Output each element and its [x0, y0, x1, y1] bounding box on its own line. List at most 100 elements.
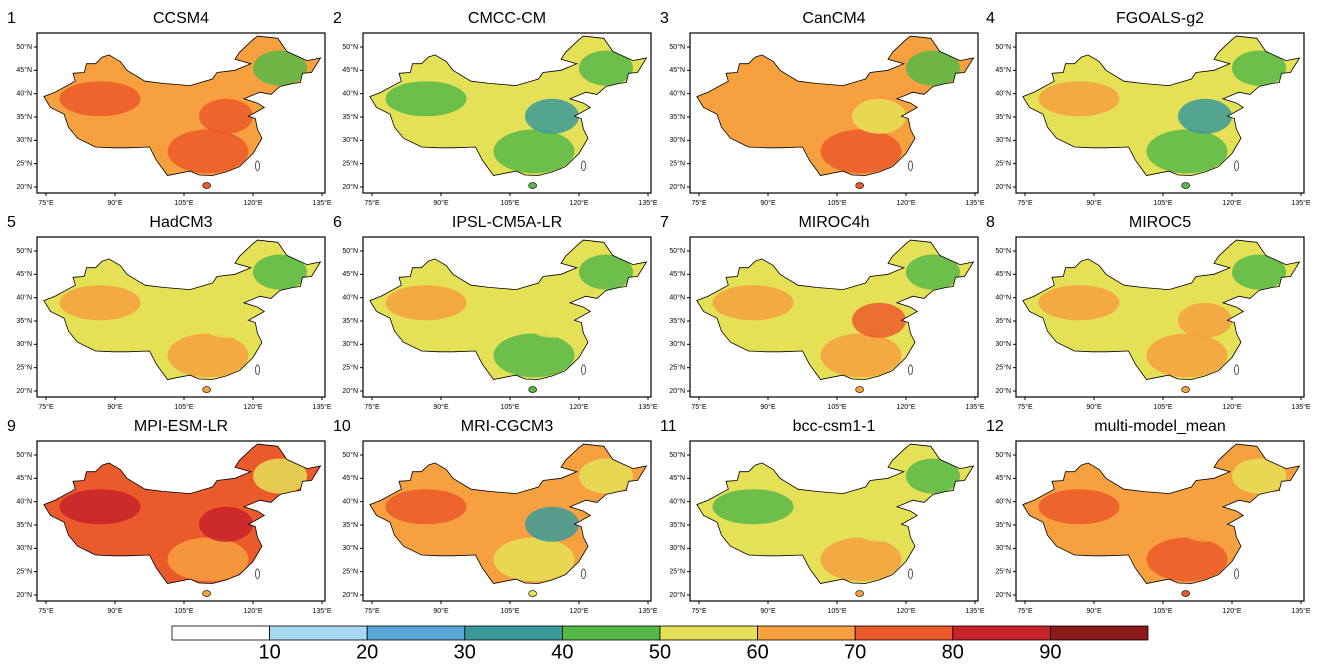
lon-tick-label: 135°E	[638, 199, 657, 207]
lat-tick-label: 50°N	[669, 43, 685, 51]
lat-tick-label: 50°N	[16, 43, 32, 51]
island	[581, 364, 586, 376]
lat-tick-label: 40°N	[16, 90, 32, 98]
island	[528, 590, 537, 597]
lat-tick-label: 45°N	[995, 66, 1011, 74]
lat-tick-label: 35°N	[16, 113, 32, 121]
lat-tick-label: 30°N	[995, 136, 1011, 144]
panel-number: 6	[333, 214, 342, 231]
lon-tick-label: 105°E	[1153, 403, 1172, 411]
region-fill	[43, 240, 321, 380]
lat-tick-label: 45°N	[342, 270, 358, 278]
lon-tick-label: 120°E	[243, 199, 262, 207]
panel-title: HadCM3	[149, 214, 212, 231]
lon-tick-label: 120°E	[1222, 403, 1241, 411]
lat-tick-label: 25°N	[342, 364, 358, 372]
region-patch	[1146, 537, 1228, 582]
region-fill	[43, 36, 321, 176]
lon-tick-label: 75°E	[691, 607, 707, 615]
colorbar-box	[171, 625, 270, 641]
lat-tick-label: 45°N	[16, 270, 32, 278]
panel-number: 3	[660, 10, 669, 27]
lon-tick-label: 105°E	[827, 403, 846, 411]
lat-tick-label: 50°N	[995, 451, 1011, 459]
lat-tick-label: 20°N	[16, 591, 32, 599]
region-patch	[579, 458, 633, 494]
blobs	[385, 50, 633, 174]
lon-tick-label: 135°E	[1291, 403, 1310, 411]
country-border	[696, 35, 975, 176]
lat-tick-label: 40°N	[995, 498, 1011, 506]
lat-tick-label: 45°N	[995, 270, 1011, 278]
blobs	[712, 254, 960, 378]
lat-tick-label: 20°N	[995, 387, 1011, 395]
lat-tick-label: 25°N	[342, 160, 358, 168]
colorbar-box	[269, 625, 368, 641]
colorbar-label: 80	[942, 641, 964, 663]
region-patch	[820, 129, 902, 174]
region-patch	[199, 98, 253, 134]
lat-tick-label: 30°N	[342, 340, 358, 348]
island	[908, 364, 913, 376]
lat-tick-label: 45°N	[16, 66, 32, 74]
region-patch	[1038, 81, 1120, 117]
lat-tick-label: 25°N	[995, 160, 1011, 168]
lat-tick-label: 30°N	[16, 340, 32, 348]
region-patch	[1146, 333, 1228, 378]
lon-tick-label: 75°E	[38, 199, 54, 207]
blobs	[59, 50, 307, 174]
map-panel: 3 CanCM4 75°E 90°E 105°E 120°E 135°E 20°N 25°N 30…	[660, 10, 985, 207]
map-panel: 7 MIROC4h 75°E 90°E 105°E 120°E 135°E 20°N 25°N 3…	[660, 214, 985, 411]
lon-tick-label: 90°E	[433, 607, 449, 615]
lon-tick-label: 90°E	[1086, 607, 1102, 615]
map-panel: 9 MPI-ESM-LR 75°E 90°E 105°E 120°E 135°E 20°N 25…	[7, 418, 332, 615]
region-patch	[59, 489, 141, 525]
map-panel: 8 MIROC5 75°E 90°E 105°E 120°E 135°E 20°N 25°N 30…	[986, 214, 1311, 411]
region-patch	[493, 537, 575, 582]
lat-tick-label: 20°N	[669, 387, 685, 395]
region-patch	[253, 254, 307, 290]
map-panel: 2 CMCC-CM 75°E 90°E 105°E 120°E 135°E 20°N 25°N 3…	[333, 10, 658, 207]
country-border	[43, 443, 322, 584]
lat-tick-label: 30°N	[16, 544, 32, 552]
panel-number: 8	[986, 214, 995, 231]
lat-tick-label: 35°N	[342, 317, 358, 325]
panel-title: bcc-csm1-1	[793, 418, 876, 435]
lon-tick-label: 120°E	[243, 607, 262, 615]
lat-tick-label: 20°N	[342, 591, 358, 599]
colorbar-box	[1050, 625, 1149, 641]
lon-tick-label: 75°E	[364, 403, 380, 411]
map-panel: 12 multi-model_mean 75°E 90°E 105°E 120°E 135°…	[986, 418, 1311, 615]
lon-tick-label: 75°E	[691, 199, 707, 207]
lat-tick-label: 50°N	[669, 247, 685, 255]
region-patch	[1038, 489, 1120, 525]
region-patch	[579, 50, 633, 86]
lat-tick-label: 45°N	[669, 66, 685, 74]
panel-number: 12	[986, 418, 1004, 435]
lon-tick-label: 135°E	[312, 403, 331, 411]
lon-tick-label: 135°E	[1291, 199, 1310, 207]
island	[1181, 590, 1190, 597]
colorbar-box	[952, 625, 1051, 641]
region-patch	[852, 98, 906, 134]
island	[202, 386, 211, 393]
lon-tick-label: 90°E	[760, 403, 776, 411]
lon-tick-label: 90°E	[107, 607, 123, 615]
lon-tick-label: 120°E	[1222, 199, 1241, 207]
lat-tick-label: 50°N	[16, 451, 32, 459]
country-border	[369, 443, 648, 584]
island	[202, 590, 211, 597]
region-patch	[579, 254, 633, 290]
region-fill	[696, 240, 974, 380]
lat-tick-label: 35°N	[669, 317, 685, 325]
region-patch	[385, 489, 467, 525]
region-patch	[199, 302, 253, 338]
lat-tick-label: 30°N	[669, 136, 685, 144]
blobs	[59, 458, 307, 582]
region-patch	[493, 333, 575, 378]
colorbar-label: 30	[454, 641, 476, 663]
lat-tick-label: 25°N	[995, 568, 1011, 576]
lat-tick-label: 30°N	[669, 340, 685, 348]
panel-title: MRI-CGCM3	[461, 418, 554, 435]
lon-tick-label: 135°E	[312, 607, 331, 615]
